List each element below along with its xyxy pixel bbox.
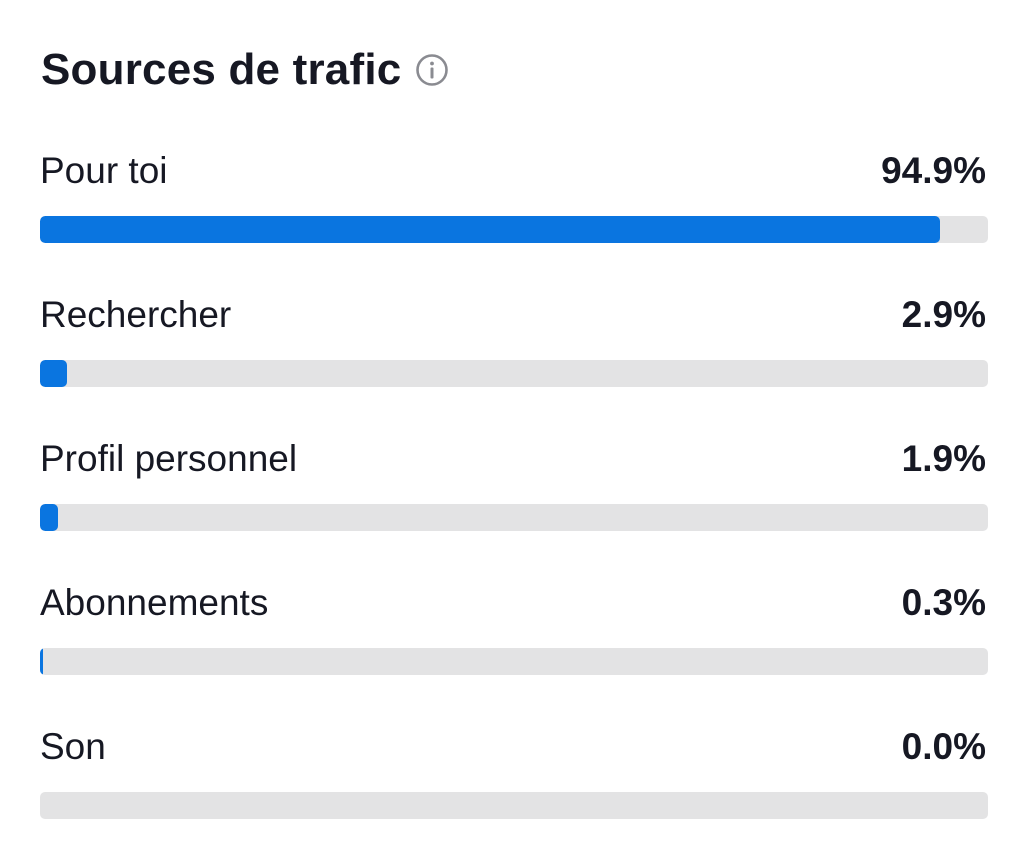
source-label: Profil personnel	[40, 438, 298, 479]
progress-track	[40, 504, 988, 531]
traffic-source-row: Abonnements 0.3%	[40, 578, 988, 716]
progress-fill	[40, 504, 58, 531]
source-label: Abonnements	[40, 582, 269, 623]
section-title: Sources de trafic	[41, 45, 402, 94]
progress-track	[40, 648, 988, 675]
source-label: Pour toi	[40, 150, 168, 191]
source-label: Rechercher	[40, 294, 232, 335]
traffic-source-row: Son 0.0%	[40, 722, 988, 860]
progress-track	[40, 216, 988, 243]
traffic-sources-list: Pour toi 94.9% Rechercher 2.9% Profil pe…	[40, 140, 988, 860]
progress-track	[40, 360, 988, 387]
traffic-sources-header: Sources de trafic	[41, 42, 449, 98]
source-percentage: 94.9%	[881, 150, 986, 191]
source-percentage: 0.3%	[901, 582, 986, 623]
source-percentage: 0.0%	[901, 726, 986, 767]
traffic-source-row: Rechercher 2.9%	[40, 290, 988, 428]
source-percentage: 1.9%	[901, 438, 986, 479]
source-label: Son	[40, 726, 106, 767]
progress-fill	[40, 648, 43, 675]
source-percentage: 2.9%	[901, 294, 986, 335]
info-icon[interactable]	[415, 53, 449, 87]
traffic-source-row: Pour toi 94.9%	[40, 146, 988, 284]
progress-fill	[40, 360, 68, 387]
traffic-source-row: Profil personnel 1.9%	[40, 434, 988, 572]
progress-fill	[40, 216, 940, 243]
progress-track	[40, 792, 988, 819]
